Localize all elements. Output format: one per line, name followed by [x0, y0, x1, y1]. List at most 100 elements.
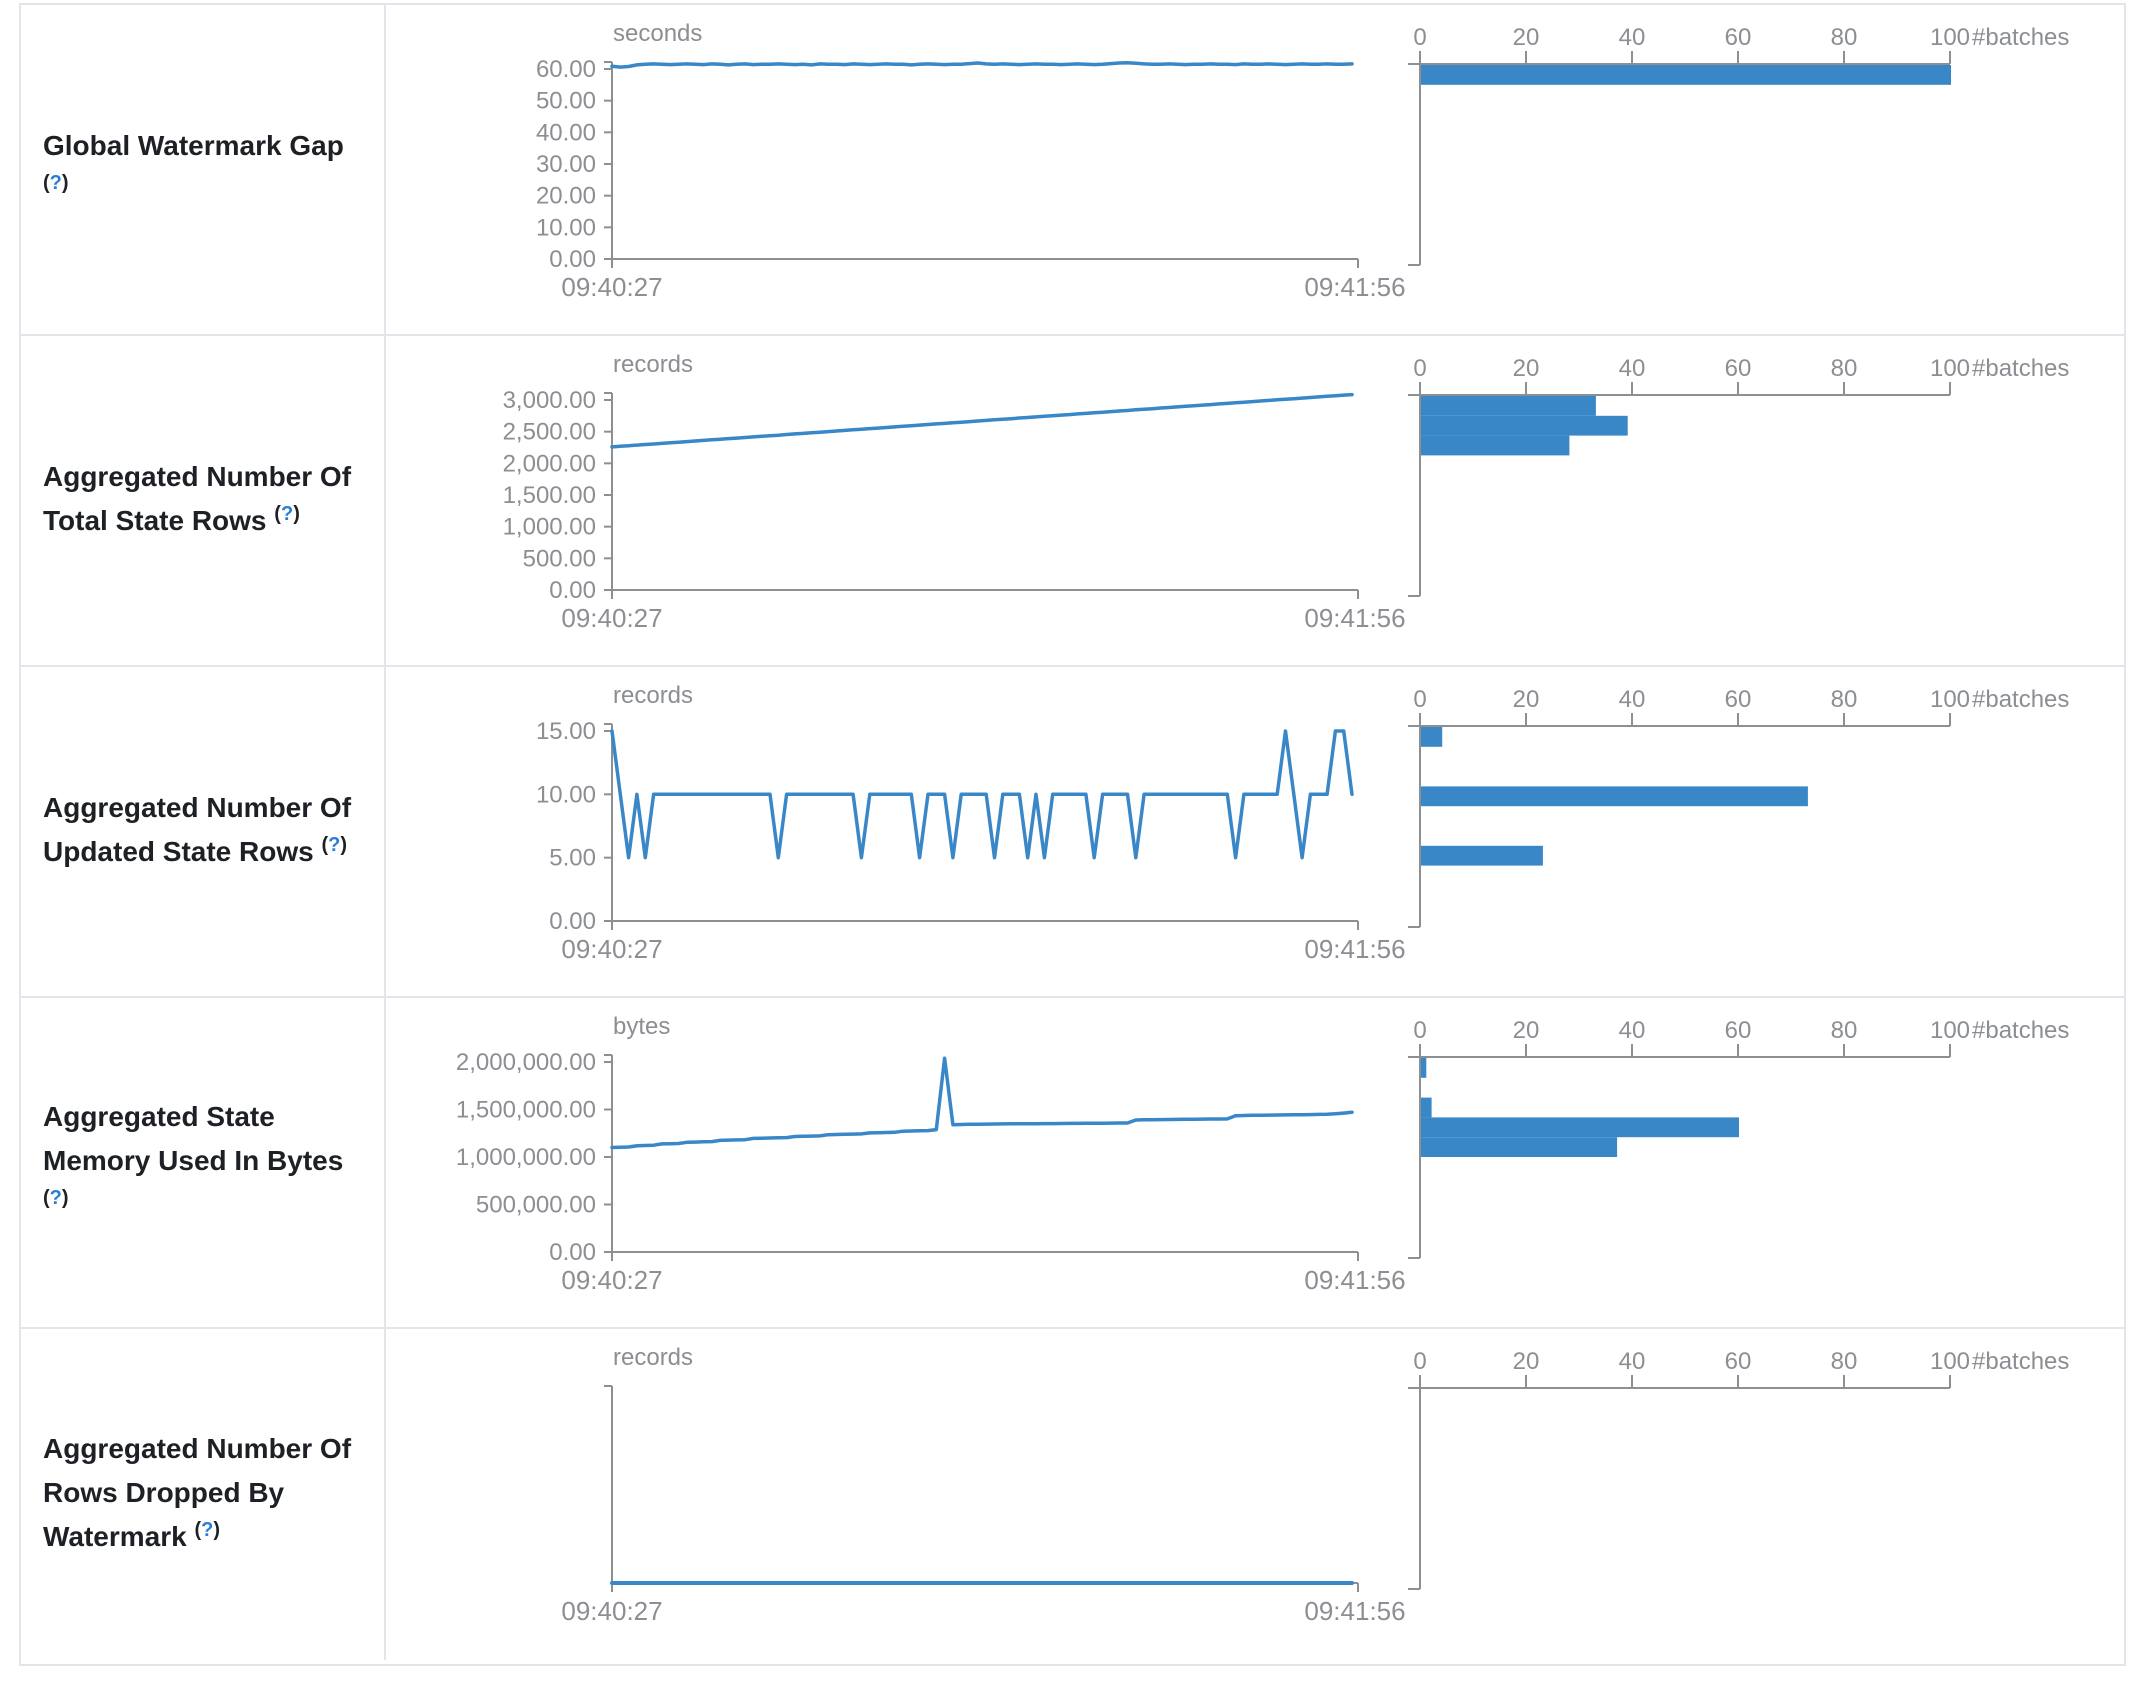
- metric-charts-svg: records 3,000.00 2,500.00 2,000.00 1,500.00 1…: [503, 351, 2070, 633]
- svg-text:40: 40: [1619, 686, 1646, 713]
- svg-text:20: 20: [1513, 686, 1540, 713]
- svg-text:30.00: 30.00: [536, 151, 596, 178]
- svg-text:80: 80: [1831, 686, 1858, 713]
- svg-text:0: 0: [1413, 1017, 1426, 1044]
- metric-charts-svg: bytes 2,000,000.00 1,500,000.00 1,000,000.0…: [456, 1013, 2070, 1295]
- svg-text:2,000.00: 2,000.00: [503, 450, 596, 477]
- svg-text:0: 0: [1413, 1348, 1426, 1375]
- help-icon[interactable]: (?): [194, 1519, 221, 1541]
- svg-text:80: 80: [1831, 355, 1858, 382]
- metric-row-global-watermark-gap: Global Watermark Gap (?) seconds 60.00 50.…: [21, 5, 2124, 336]
- svg-text:09:41:56: 09:41:56: [1304, 934, 1405, 964]
- svg-text:60.00: 60.00: [536, 56, 596, 83]
- svg-text:40: 40: [1619, 355, 1646, 382]
- svg-text:40: 40: [1619, 1017, 1646, 1044]
- svg-text:#batches: #batches: [1972, 1348, 2069, 1375]
- svg-text:09:40:27: 09:40:27: [561, 1596, 662, 1626]
- metric-label-text: Aggregated Number Of Updated State Rows: [43, 792, 352, 867]
- svg-text:60: 60: [1725, 355, 1752, 382]
- svg-text:bytes: bytes: [613, 1013, 670, 1040]
- svg-text:#batches: #batches: [1972, 24, 2069, 51]
- svg-text:40: 40: [1619, 24, 1646, 51]
- metric-label: Aggregated Number Of Rows Dropped By Wat…: [43, 1427, 365, 1562]
- svg-text:0: 0: [1413, 24, 1426, 51]
- metric-label-cell: Aggregated Number Of Updated State Rows …: [21, 667, 386, 996]
- metric-label: Aggregated State Memory Used In Bytes (?…: [43, 1095, 365, 1230]
- svg-text:09:40:27: 09:40:27: [561, 1265, 662, 1295]
- svg-text:09:41:56: 09:41:56: [1304, 603, 1405, 633]
- svg-text:10.00: 10.00: [536, 214, 596, 241]
- svg-text:60: 60: [1725, 1348, 1752, 1375]
- metric-label-cell: Global Watermark Gap (?): [21, 5, 386, 334]
- metric-charts-svg: seconds 60.00 50.00 40.00 30.00 20.00 10.00 0.0…: [536, 20, 2069, 302]
- svg-text:20: 20: [1513, 1348, 1540, 1375]
- svg-text:seconds: seconds: [613, 20, 702, 47]
- metric-label-cell: Aggregated Number Of Rows Dropped By Wat…: [21, 1329, 386, 1660]
- svg-text:records: records: [613, 351, 693, 378]
- charts-cell: seconds 60.00 50.00 40.00 30.00 20.00 10.00 0.0…: [386, 5, 2124, 334]
- svg-text:2,000,000.00: 2,000,000.00: [456, 1049, 596, 1076]
- metric-label: Global Watermark Gap (?): [43, 124, 365, 215]
- metric-row-updated-state-rows: Aggregated Number Of Updated State Rows …: [21, 667, 2124, 998]
- svg-text:60: 60: [1725, 24, 1752, 51]
- svg-text:1,500.00: 1,500.00: [503, 482, 596, 509]
- svg-text:60: 60: [1725, 1017, 1752, 1044]
- svg-text:40: 40: [1619, 1348, 1646, 1375]
- charts-cell: records 09:40:27 09:41:56 0 20 40 60 80 100 #batc…: [386, 1329, 2124, 1660]
- help-icon[interactable]: (?): [43, 1187, 69, 1209]
- svg-text:#batches: #batches: [1972, 1017, 2069, 1044]
- svg-text:0: 0: [1413, 355, 1426, 382]
- metric-label: Aggregated Number Of Total State Rows (?…: [43, 455, 365, 546]
- svg-text:3,000.00: 3,000.00: [503, 387, 596, 414]
- svg-text:records: records: [613, 1344, 693, 1371]
- help-icon[interactable]: (?): [321, 834, 348, 856]
- charts-cell: records 15.00 10.00 5.00 0.00 09:40:27 09:41:5…: [386, 667, 2124, 996]
- svg-text:20: 20: [1513, 1017, 1540, 1044]
- metric-charts-svg: records 09:40:27 09:41:56 0 20 40 60 80 100 #batc…: [561, 1344, 2069, 1626]
- svg-text:80: 80: [1831, 1017, 1858, 1044]
- svg-text:100: 100: [1930, 355, 1970, 382]
- svg-text:15.00: 15.00: [536, 718, 596, 745]
- svg-text:1,000.00: 1,000.00: [503, 514, 596, 541]
- svg-text:#batches: #batches: [1972, 686, 2069, 713]
- svg-text:80: 80: [1831, 1348, 1858, 1375]
- svg-text:500.00: 500.00: [523, 545, 596, 572]
- svg-text:80: 80: [1831, 24, 1858, 51]
- svg-text:09:41:56: 09:41:56: [1304, 1265, 1405, 1295]
- svg-text:0.00: 0.00: [549, 908, 596, 935]
- svg-text:50.00: 50.00: [536, 88, 596, 115]
- svg-text:20: 20: [1513, 355, 1540, 382]
- svg-text:1,500,000.00: 1,500,000.00: [456, 1097, 596, 1124]
- svg-text:09:41:56: 09:41:56: [1304, 272, 1405, 302]
- help-icon[interactable]: (?): [43, 172, 69, 194]
- svg-text:60: 60: [1725, 686, 1752, 713]
- svg-text:2,500.00: 2,500.00: [503, 419, 596, 446]
- charts-cell: records 3,000.00 2,500.00 2,000.00 1,500.00 1…: [386, 336, 2124, 665]
- metric-label-text: Global Watermark Gap: [43, 130, 344, 161]
- svg-text:10.00: 10.00: [536, 781, 596, 808]
- metric-label-cell: Aggregated Number Of Total State Rows (?…: [21, 336, 386, 665]
- metric-label-text: Aggregated State Memory Used In Bytes: [43, 1101, 344, 1176]
- svg-text:0: 0: [1413, 686, 1426, 713]
- svg-text:100: 100: [1930, 24, 1970, 51]
- svg-text:40.00: 40.00: [536, 119, 596, 146]
- svg-text:100: 100: [1930, 686, 1970, 713]
- svg-text:09:40:27: 09:40:27: [561, 272, 662, 302]
- svg-text:0.00: 0.00: [549, 1239, 596, 1266]
- svg-text:20: 20: [1513, 24, 1540, 51]
- svg-text:1,000,000.00: 1,000,000.00: [456, 1144, 596, 1171]
- charts-cell: bytes 2,000,000.00 1,500,000.00 1,000,000.0…: [386, 998, 2124, 1327]
- svg-text:09:41:56: 09:41:56: [1304, 1596, 1405, 1626]
- metric-row-state-memory-used: Aggregated State Memory Used In Bytes (?…: [21, 998, 2124, 1329]
- svg-text:records: records: [613, 682, 693, 709]
- metric-label-text: Aggregated Number Of Total State Rows: [43, 461, 352, 536]
- help-icon[interactable]: (?): [274, 503, 300, 525]
- svg-text:100: 100: [1930, 1017, 1970, 1044]
- metric-label-text: Aggregated Number Of Rows Dropped By Wat…: [43, 1433, 352, 1552]
- svg-text:500,000.00: 500,000.00: [476, 1192, 596, 1219]
- svg-text:0.00: 0.00: [549, 577, 596, 604]
- svg-text:09:40:27: 09:40:27: [561, 603, 662, 633]
- metric-label: Aggregated Number Of Updated State Rows …: [43, 786, 365, 877]
- svg-text:100: 100: [1930, 1348, 1970, 1375]
